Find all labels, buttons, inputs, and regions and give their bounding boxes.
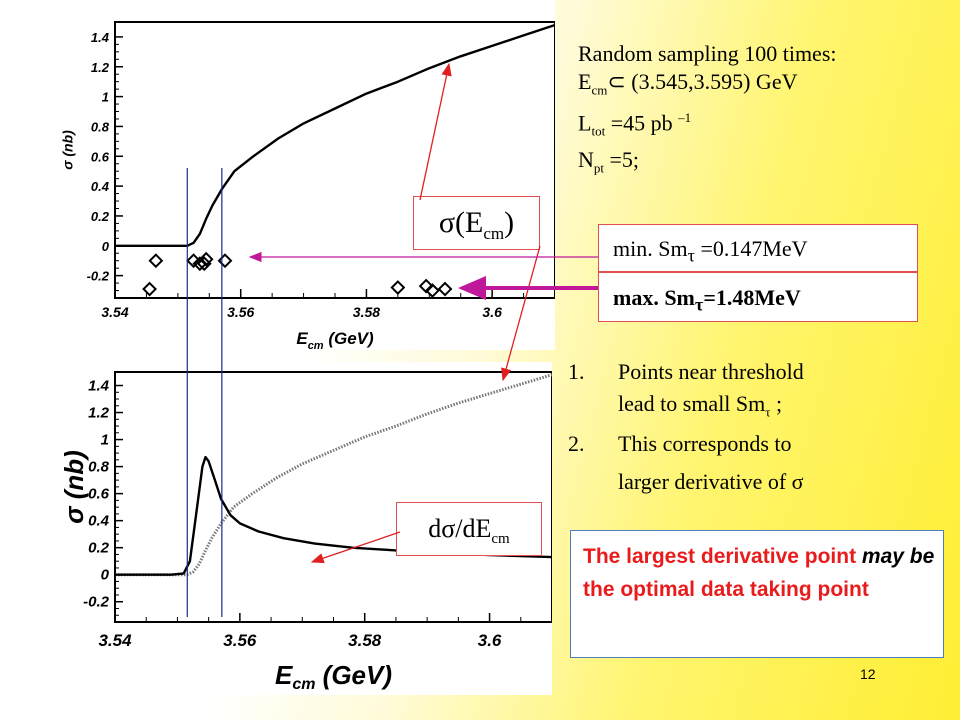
top-xtick-label: 3.54 xyxy=(101,304,128,320)
top-data-point xyxy=(196,256,212,272)
bottom-xtick-label: 3.56 xyxy=(223,631,257,650)
points-list: 1. Points near threshold lead to small S… xyxy=(568,356,804,498)
top-ytick-label: 0.8 xyxy=(91,119,110,134)
top-xtick-label: 3.6 xyxy=(482,304,502,320)
bottom-plot-svg: 1.4 1.2 1 0.8 0.6 0.4 0.2 0 -0.2 3.54 3.56 3.58 3.6 E… xyxy=(59,371,553,693)
top-ytick-label: 0.2 xyxy=(91,209,110,224)
top-data-point xyxy=(142,281,157,297)
bottom-ytick-label: -0.2 xyxy=(83,594,110,611)
info-line-3: Ltot =45 pb –1 xyxy=(578,110,692,140)
sigma-label-box: σ(Ecm) xyxy=(413,196,540,250)
top-ytick-label: 1.4 xyxy=(91,30,110,45)
sampling-info: Random sampling 100 times: Ecm⊂ (3.545,3… xyxy=(578,40,837,183)
top-y-axis-label: σ (nb) xyxy=(60,130,75,170)
bottom-ytick-label: 0.2 xyxy=(88,540,110,557)
bottom-y-axis-label: σ (nb) xyxy=(60,450,89,524)
bottom-ytick-label: 1 xyxy=(101,432,109,449)
top-xtick-label: 3.58 xyxy=(353,304,380,320)
point-2: 2. This corresponds to larger derivative… xyxy=(568,431,804,495)
bottom-ytick-label: 0.6 xyxy=(88,486,110,503)
top-series-0-curve xyxy=(115,23,556,247)
top-data-point xyxy=(425,283,440,298)
top-plot: 1.4 1.2 1 0.8 0.6 0.4 0.2 0 -0.2 3.54 3.56 3.58 3.6 E… xyxy=(59,0,556,352)
bottom-ytick-label: 1.4 xyxy=(88,378,110,395)
bottom-x-axis-label: Ecm (GeV) xyxy=(275,660,392,693)
bottom-xtick-label: 3.54 xyxy=(98,631,132,650)
arrow-derivative-to-curve xyxy=(310,531,401,564)
derivative-label-box: dσ/dEcm xyxy=(396,502,542,556)
bottom-ytick-label: 0.8 xyxy=(88,459,110,476)
bottom-xtick-label: 3.58 xyxy=(348,631,382,650)
min-sm-label: min. Smτ =0.147MeV xyxy=(598,224,918,272)
point-1: 1. Points near threshold lead to small S… xyxy=(568,359,804,420)
arrow-sigma-to-top-curve xyxy=(419,62,452,201)
top-ytick-label: 0 xyxy=(102,239,110,254)
top-x-axis-label: Ecm (GeV) xyxy=(296,329,374,350)
top-ytick-label: 1 xyxy=(102,90,109,105)
top-ytick-label: 0.4 xyxy=(91,179,110,194)
top-data-point xyxy=(148,253,164,269)
top-xtick-label: 3.56 xyxy=(227,304,254,320)
top-ytick-label: -0.2 xyxy=(87,269,110,284)
bottom-series-1-curve xyxy=(115,455,553,576)
top-plot-svg: 1.4 1.2 1 0.8 0.6 0.4 0.2 0 -0.2 3.54 3.56 3.58 3.6 E… xyxy=(59,21,556,352)
top-ytick-label: 0.6 xyxy=(91,149,110,164)
top-ytick-label: 1.2 xyxy=(91,60,110,75)
top-data-point xyxy=(198,251,214,267)
bottom-series-0-curve xyxy=(115,373,553,577)
bottom-ytick-label: 0 xyxy=(101,567,110,584)
bottom-xtick-label: 3.6 xyxy=(478,631,502,650)
info-line-1: Random sampling 100 times: xyxy=(578,41,837,66)
top-data-point xyxy=(418,278,434,294)
arrow-sigma-to-bottom-curve xyxy=(501,245,541,382)
info-line-4: Npt =5; xyxy=(578,147,640,176)
top-data-point xyxy=(390,280,406,295)
page-number: 12 xyxy=(860,666,876,682)
top-data-point xyxy=(437,281,453,297)
info-line-2: Ecm⊂ (3.545,3.595) GeV xyxy=(578,69,798,98)
bottom-ytick-label: 1.2 xyxy=(88,405,110,422)
conclusion-box: The largest derivative point may be the … xyxy=(570,530,944,658)
bottom-ytick-label: 0.4 xyxy=(88,513,110,530)
max-sm-label: max. Smτ=1.48MeV xyxy=(598,272,918,322)
top-data-point xyxy=(217,253,233,269)
